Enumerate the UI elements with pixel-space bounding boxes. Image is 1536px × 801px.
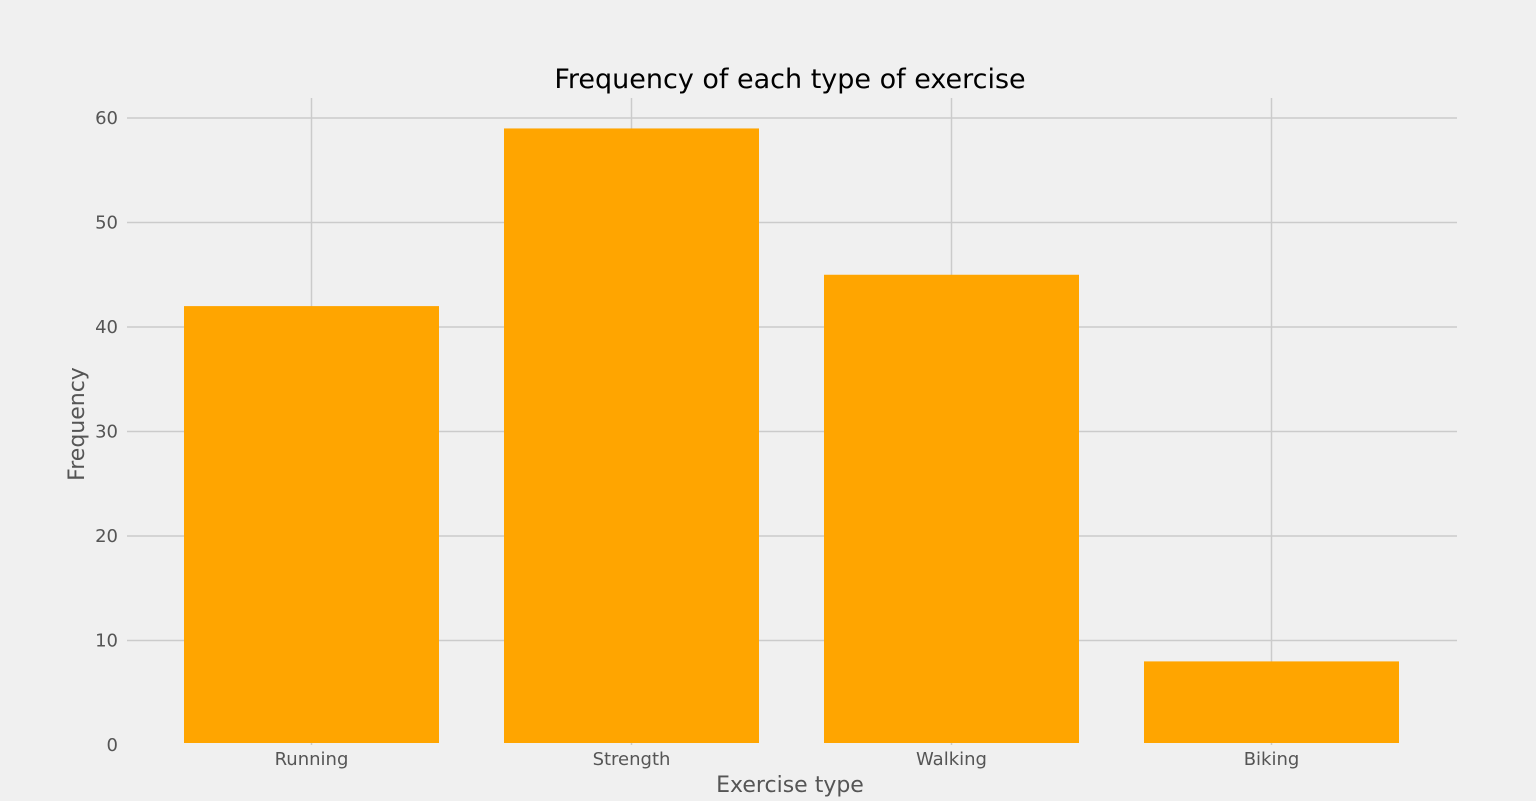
y-tick-label: 0 [107,735,118,756]
y-tick-label: 20 [95,526,118,547]
bar-running [184,306,439,743]
chart-title: Frequency of each type of exercise [554,64,1025,95]
x-axis-label: Exercise type [716,773,864,798]
y-tick-label: 50 [95,213,118,234]
x-tick-label: Walking [916,749,987,770]
bar-walking [824,274,1079,743]
x-tick-label: Strength [593,749,671,770]
y-tick-label: 10 [95,631,118,652]
y-tick-label: 60 [95,108,118,129]
x-tick-label: Running [275,749,349,770]
y-tick-label: 40 [95,317,118,338]
x-tick-label: Biking [1244,749,1300,770]
y-tick-label: 30 [95,422,118,443]
bar-strength [504,128,759,743]
tick-labels: 0 10 20 30 40 50 60 Running Strength Walking Bikin… [95,108,1299,770]
bars [184,128,1399,743]
bar-biking [1144,661,1399,743]
y-axis-label: Frequency [65,367,90,481]
